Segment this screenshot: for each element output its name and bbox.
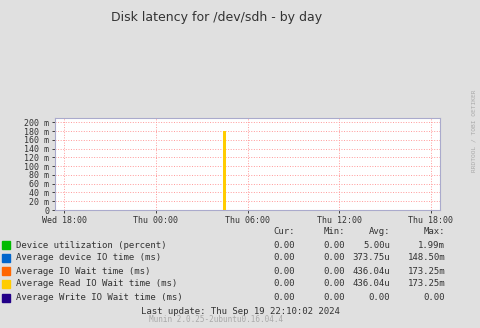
Text: 0.00: 0.00 — [273, 254, 294, 262]
Text: Munin 2.0.25-2ubuntu0.16.04.4: Munin 2.0.25-2ubuntu0.16.04.4 — [149, 316, 283, 324]
Text: 0.00: 0.00 — [323, 254, 344, 262]
Text: 436.04u: 436.04u — [352, 279, 389, 289]
Text: 0.00: 0.00 — [273, 294, 294, 302]
Text: Cur:: Cur: — [273, 228, 294, 236]
Text: Average Write IO Wait time (ms): Average Write IO Wait time (ms) — [16, 294, 183, 302]
Text: RRDTOOL / TOBI OETIKER: RRDTOOL / TOBI OETIKER — [470, 90, 475, 173]
Text: Average IO Wait time (ms): Average IO Wait time (ms) — [16, 266, 150, 276]
Text: 5.00u: 5.00u — [362, 240, 389, 250]
Text: 0.00: 0.00 — [422, 294, 444, 302]
Text: 0.00: 0.00 — [273, 279, 294, 289]
Text: 0.00: 0.00 — [323, 266, 344, 276]
Text: Disk latency for /dev/sdh - by day: Disk latency for /dev/sdh - by day — [111, 11, 321, 25]
Text: 0.00: 0.00 — [368, 294, 389, 302]
Text: Avg:: Avg: — [368, 228, 389, 236]
Bar — [222, 131, 226, 210]
Text: 148.50m: 148.50m — [407, 254, 444, 262]
Text: 0.00: 0.00 — [323, 294, 344, 302]
Text: Min:: Min: — [323, 228, 344, 236]
Text: 436.04u: 436.04u — [352, 266, 389, 276]
Text: 1.99m: 1.99m — [417, 240, 444, 250]
Text: Max:: Max: — [422, 228, 444, 236]
Text: 173.25m: 173.25m — [407, 266, 444, 276]
Text: Last update: Thu Sep 19 22:10:02 2024: Last update: Thu Sep 19 22:10:02 2024 — [141, 308, 339, 317]
Text: 0.00: 0.00 — [323, 240, 344, 250]
Text: 173.25m: 173.25m — [407, 279, 444, 289]
Text: 0.00: 0.00 — [273, 266, 294, 276]
Text: 373.75u: 373.75u — [352, 254, 389, 262]
Text: Average device IO time (ms): Average device IO time (ms) — [16, 254, 161, 262]
Text: 0.00: 0.00 — [323, 279, 344, 289]
Text: Average Read IO Wait time (ms): Average Read IO Wait time (ms) — [16, 279, 177, 289]
Text: 0.00: 0.00 — [273, 240, 294, 250]
Text: Device utilization (percent): Device utilization (percent) — [16, 240, 167, 250]
